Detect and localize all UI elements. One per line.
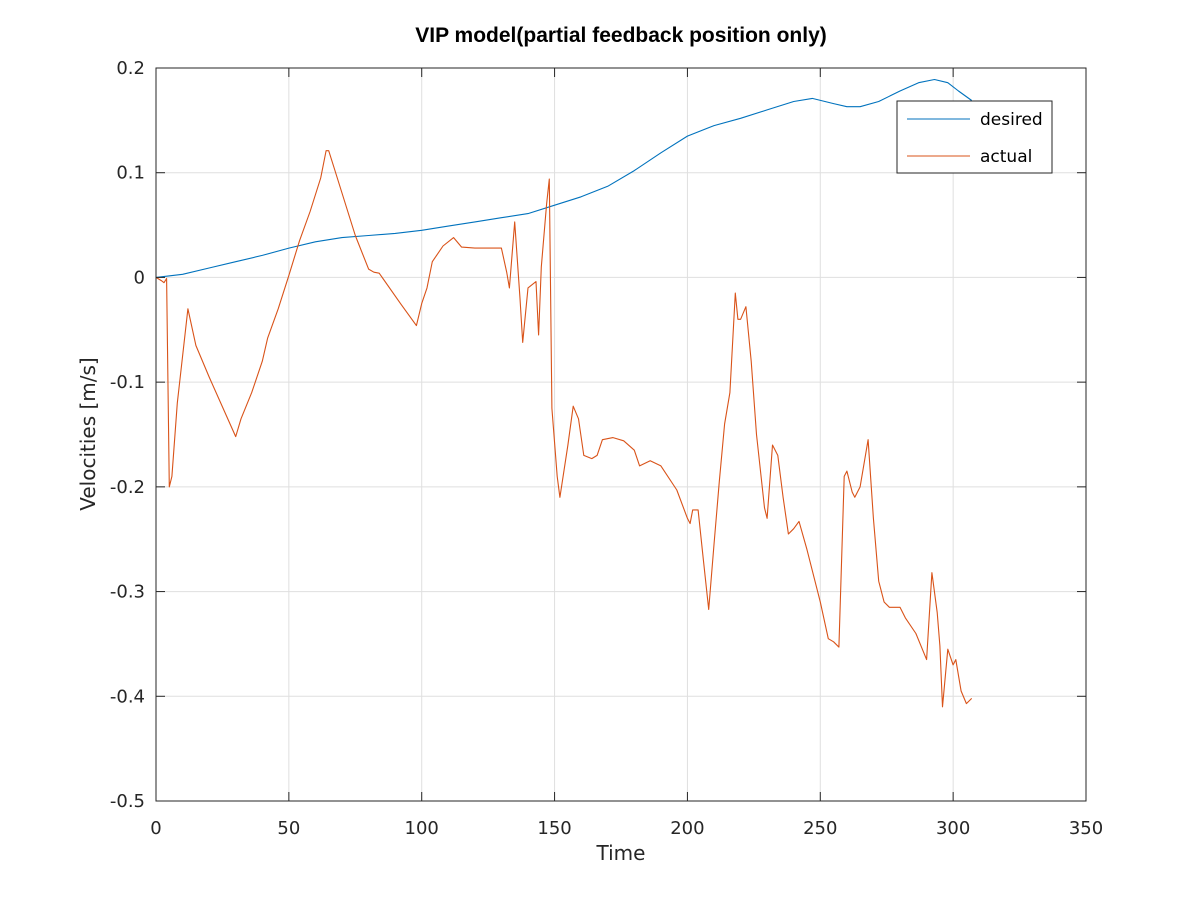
plot-frame (155, 67, 1087, 802)
y-tick-label: -0.3 (110, 582, 145, 603)
y-tick-label: 0.1 (116, 163, 145, 184)
series-lines (155, 78, 973, 708)
series-line-actual (155, 150, 973, 708)
axis-ticks (155, 67, 1087, 802)
plot-area (156, 68, 1086, 801)
x-tick-label: 250 (803, 818, 837, 839)
x-tick-label: 300 (936, 818, 970, 839)
y-axis-label: Velocities [m/s] (76, 357, 100, 511)
x-tick-label: 50 (277, 818, 300, 839)
legend-label-desired: desired (980, 110, 1043, 130)
chart-title: VIP model(partial feedback position only… (415, 24, 827, 47)
legend: desired actual (896, 100, 1053, 174)
x-tick-label: 0 (150, 818, 161, 839)
y-tick-label: 0.2 (116, 58, 145, 79)
x-tick-label: 100 (405, 818, 439, 839)
y-tick-label: -0.2 (110, 477, 145, 498)
y-tick-label: 0 (134, 267, 145, 288)
y-tick-label: -0.5 (110, 791, 145, 812)
x-tick-label: 150 (537, 818, 571, 839)
y-tick-label: -0.1 (110, 372, 145, 393)
series-line-desired (155, 78, 973, 278)
legend-label-actual: actual (980, 147, 1032, 167)
legend-box (896, 100, 1053, 174)
tick-labels: 0 50 100 150 200 250 300 350 0.2 0.1 0 -0.1 -0.2 -0.3… (110, 58, 1103, 839)
y-tick-label: -0.4 (110, 686, 145, 707)
x-tick-label: 200 (670, 818, 704, 839)
x-tick-label: 350 (1069, 818, 1103, 839)
x-axis-label: Time (596, 841, 646, 865)
